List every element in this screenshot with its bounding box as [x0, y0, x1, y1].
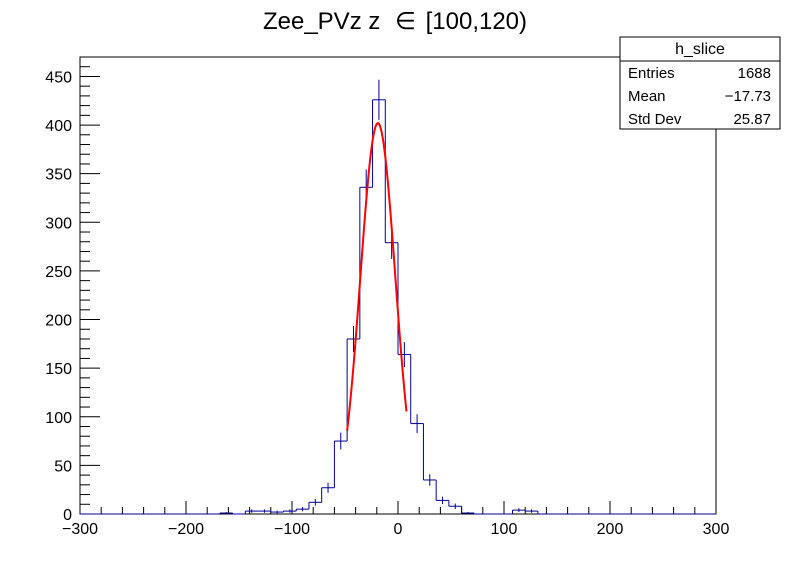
y-tick-label: 150: [45, 361, 72, 378]
y-tick-label: 200: [45, 313, 72, 330]
stats-mean-label: Mean: [628, 88, 666, 105]
x-tick-label: 100: [491, 521, 518, 538]
stats-box-frame: [619, 36, 781, 130]
stats-stddev-value: 25.87: [733, 111, 771, 128]
x-tick-label: 200: [597, 521, 624, 538]
fit-curve: [346, 122, 408, 431]
x-tick-label: 0: [394, 521, 403, 538]
fit-curve-group: [346, 122, 408, 431]
x-tick-label: −300: [62, 521, 98, 538]
y-tick-label: 300: [45, 215, 72, 232]
stats-entries-value: 1688: [738, 65, 771, 82]
stats-entries-label: Entries: [628, 65, 675, 82]
stats-title: h_slice: [675, 41, 725, 58]
chart-title-symbol: ∈: [395, 8, 416, 35]
x-tick-label: −200: [168, 521, 204, 538]
error-bars: [225, 79, 533, 514]
y-axis: 0 50 100 150 200 250 300 350 400 450: [45, 56, 100, 524]
y-tick-label: 400: [45, 118, 72, 135]
x-tick-label: 300: [703, 521, 730, 538]
y-tick-label: 250: [45, 264, 72, 281]
y-tick-label: 350: [45, 167, 72, 184]
stats-box: h_slice Entries 1688 Mean −17.73 Std Dev…: [619, 36, 781, 130]
stats-stddev-label: Std Dev: [628, 111, 682, 128]
stats-mean-value: −17.73: [725, 88, 771, 105]
y-tick-label: 100: [45, 410, 72, 427]
x-tick-label: −100: [274, 521, 310, 538]
y-tick-label: 450: [45, 69, 72, 86]
chart-title-suffix: [100,120): [426, 8, 527, 35]
chart-title: Zee_PVz z ∈ [100,120): [263, 8, 527, 35]
y-tick-label: 0: [63, 507, 72, 524]
x-axis: −300 −200 −100 0 100 200 300: [62, 501, 729, 538]
chart-title-prefix: Zee_PVz z: [263, 8, 380, 35]
y-tick-label: 50: [54, 458, 72, 475]
